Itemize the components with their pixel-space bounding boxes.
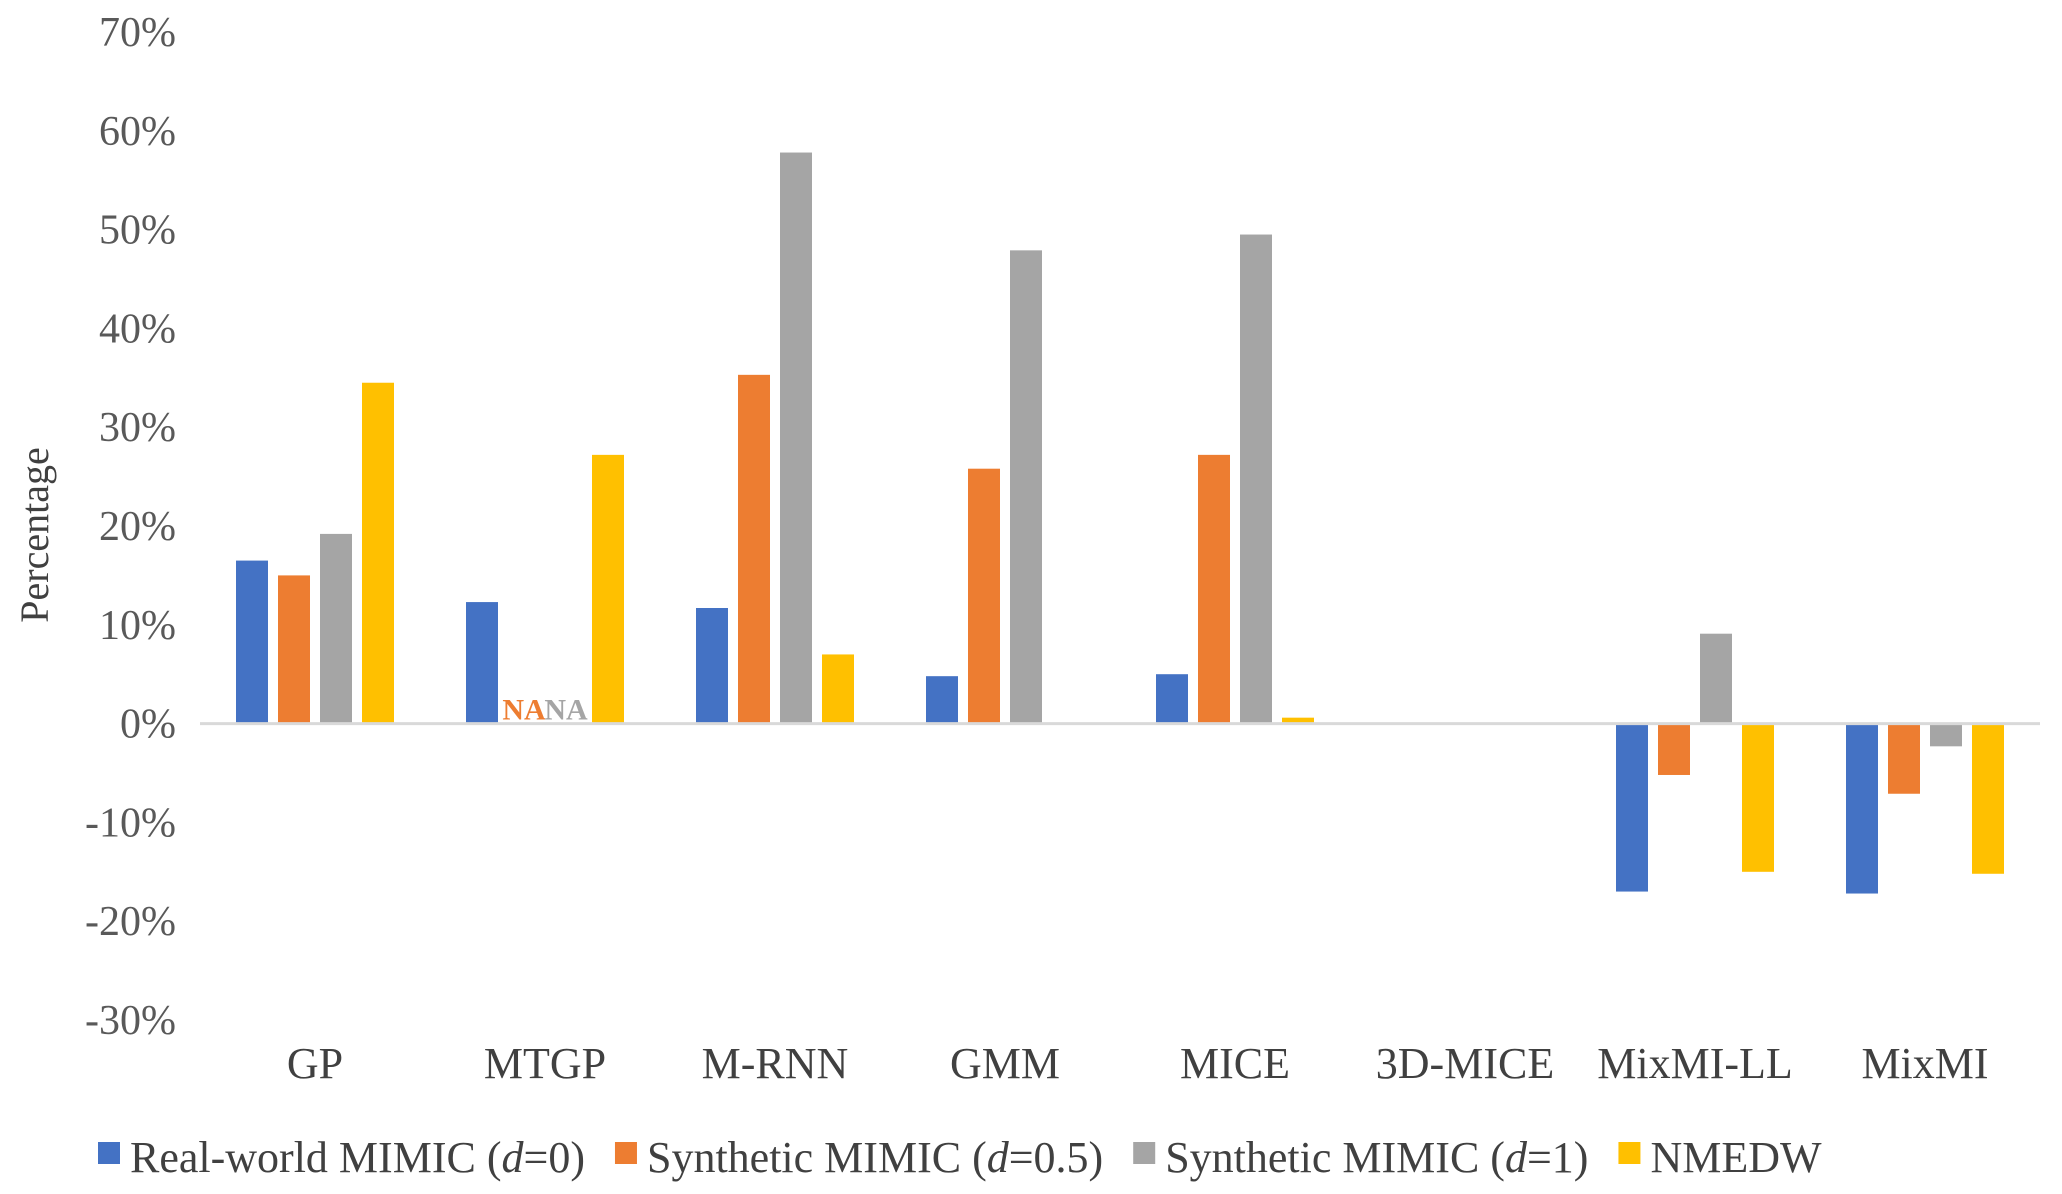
- y-tick-label: -20%: [85, 899, 176, 945]
- bar: [1616, 723, 1648, 892]
- y-tick-label: 40%: [99, 306, 176, 352]
- y-tick-label: 70%: [99, 10, 176, 56]
- bar: [1972, 723, 2004, 874]
- bar: [362, 382, 394, 724]
- bar: [592, 454, 624, 724]
- y-axis-ticks: 70% 60% 50% 40% 30% 20% 10% 0% -10% -20% -30%: [85, 10, 176, 1044]
- legend-label: NMEDW: [1650, 1133, 1822, 1182]
- bar: [968, 468, 1000, 724]
- y-tick-label: 10%: [99, 603, 176, 649]
- bar: [780, 152, 812, 724]
- legend-swatch: [1618, 1142, 1641, 1164]
- bar: [822, 654, 854, 724]
- bar: [1010, 250, 1042, 724]
- bar: [738, 374, 770, 724]
- legend-item: Synthetic MIMIC (d=0.5): [614, 1133, 1103, 1182]
- bar: [1156, 674, 1188, 724]
- bar: [1742, 723, 1774, 872]
- x-tick-label: MICE: [1180, 1039, 1290, 1088]
- y-tick-label: 20%: [99, 504, 176, 550]
- legend-swatch: [614, 1142, 637, 1164]
- y-tick-label: 50%: [99, 208, 176, 254]
- bar: [696, 608, 728, 724]
- bar: [1282, 717, 1314, 724]
- legend-item: Synthetic MIMIC (d=1): [1133, 1133, 1588, 1182]
- x-tick-label: GMM: [950, 1039, 1060, 1088]
- y-tick-label: -30%: [85, 998, 176, 1044]
- bar: [1658, 723, 1690, 775]
- y-tick-label: 30%: [99, 405, 176, 451]
- legend-item: NMEDW: [1618, 1133, 1822, 1182]
- bar: [1888, 723, 1920, 794]
- legend-label: Real-world MIMIC (d=0): [130, 1133, 585, 1182]
- x-axis-categories: GP MTGP M-RNN GMM MICE 3D-MICE MixMI-LL MixMI: [287, 1039, 1989, 1088]
- y-tick-label: 60%: [99, 109, 176, 155]
- x-tick-label: MixMI-LL: [1597, 1039, 1793, 1088]
- x-tick-label: GP: [287, 1039, 343, 1088]
- na-annotation: NA: [544, 694, 588, 727]
- legend-item: Real-world MIMIC (d=0): [98, 1133, 585, 1182]
- x-tick-label: M-RNN: [702, 1039, 849, 1088]
- y-tick-label: 0%: [120, 702, 176, 748]
- legend-swatch: [98, 1142, 120, 1164]
- x-tick-label: MixMI: [1861, 1039, 1988, 1088]
- legend: Real-world MIMIC (d=0) Synthetic MIMIC (d…: [98, 1133, 1822, 1182]
- bar: [926, 676, 958, 724]
- bar: [1198, 454, 1230, 724]
- bar: [1240, 234, 1272, 724]
- bar: [1930, 723, 1962, 747]
- y-tick-label: -10%: [85, 800, 176, 846]
- legend-label: Synthetic MIMIC (d=1): [1165, 1133, 1588, 1182]
- na-annotation: NA: [502, 694, 546, 727]
- bar: [1846, 723, 1878, 894]
- x-tick-label: 3D-MICE: [1376, 1039, 1554, 1088]
- legend-label: Synthetic MIMIC (d=0.5): [647, 1133, 1103, 1182]
- bar: [466, 602, 498, 724]
- bar: [1700, 633, 1732, 724]
- bar: [278, 575, 310, 724]
- bar: [320, 533, 352, 724]
- bar: [236, 560, 268, 724]
- y-axis-label: Percentage: [12, 447, 57, 622]
- bars: [236, 152, 2004, 894]
- legend-swatch: [1133, 1142, 1156, 1164]
- x-tick-label: MTGP: [484, 1039, 606, 1088]
